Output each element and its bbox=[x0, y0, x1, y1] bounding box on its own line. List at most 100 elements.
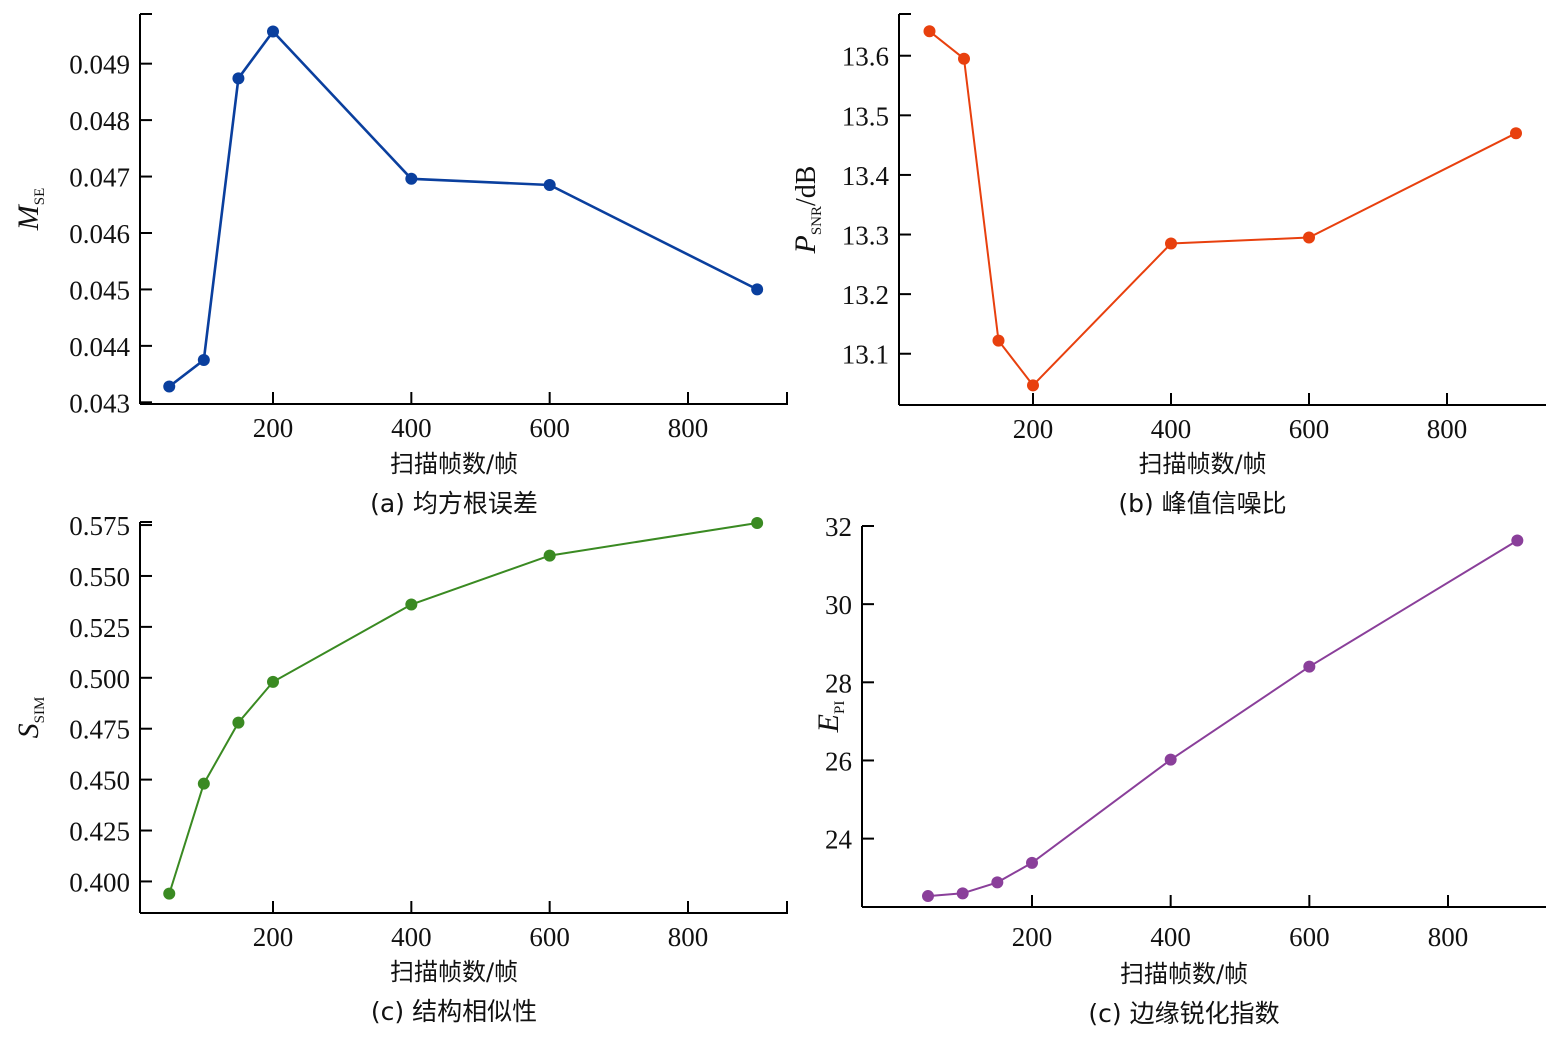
y-tick-label: 0.049 bbox=[69, 50, 130, 80]
data-point bbox=[1303, 660, 1316, 673]
y-axis-title-main: P bbox=[789, 235, 822, 254]
y-tick-label: 13.1 bbox=[842, 340, 889, 370]
y-tick-label: 0.400 bbox=[69, 867, 130, 897]
data-point bbox=[1164, 753, 1177, 766]
chart-caption: (c) 结构相似性 bbox=[371, 997, 537, 1026]
series-line bbox=[928, 30, 1517, 387]
y-axis-title-main: E bbox=[812, 714, 845, 733]
x-tick-label: 200 bbox=[253, 922, 294, 952]
y-tick-label: 32 bbox=[825, 512, 852, 542]
data-point bbox=[543, 549, 556, 562]
x-tick-label: 200 bbox=[1013, 414, 1054, 444]
y-axis-title: PSNR/dB bbox=[789, 166, 825, 255]
data-point bbox=[267, 675, 279, 688]
x-tick-label: 400 bbox=[391, 413, 432, 443]
x-axis-title: 扫描帧数/帧 bbox=[390, 958, 518, 986]
data-point bbox=[1303, 231, 1315, 244]
y-axis-title-subscript: SNR bbox=[809, 206, 825, 235]
x-tick-label: 800 bbox=[1427, 414, 1468, 444]
chart-panel-a: 0.043 0.044 0.045 0.046 0.047 0.048 0.049 200 40… bbox=[12, 13, 788, 518]
y-tick-label: 0.525 bbox=[69, 613, 130, 643]
y-tick-label: 0.425 bbox=[69, 817, 130, 847]
x-axis-title: 扫描帧数/帧 bbox=[390, 450, 518, 478]
x-tick-label: 400 bbox=[391, 922, 432, 952]
y-axis-title-main: M bbox=[12, 203, 45, 231]
data-point bbox=[1027, 379, 1039, 392]
y-axis-title-main: S bbox=[12, 723, 45, 738]
data-point bbox=[956, 887, 969, 900]
y-tick-label: 30 bbox=[825, 590, 852, 620]
y-tick-label: 0.550 bbox=[69, 562, 130, 592]
data-point bbox=[1165, 237, 1177, 250]
y-tick-label: 0.475 bbox=[69, 715, 130, 745]
chart-caption: (a) 均方根误差 bbox=[370, 489, 538, 518]
data-point bbox=[163, 887, 176, 900]
y-axis-title-subscript: SIM bbox=[32, 697, 48, 724]
data-point bbox=[543, 179, 556, 192]
x-tick-label: 400 bbox=[1151, 414, 1192, 444]
data-point bbox=[267, 25, 279, 38]
x-tick-label: 800 bbox=[668, 922, 709, 952]
data-point bbox=[751, 517, 764, 530]
data-point bbox=[923, 25, 936, 38]
chart-panel-c: 0.400 0.425 0.450 0.475 0.500 0.525 0.550 0.575… bbox=[12, 511, 788, 1026]
series-line bbox=[168, 522, 758, 894]
data-point bbox=[163, 380, 176, 393]
x-tick-label: 600 bbox=[1289, 922, 1330, 952]
x-tick-label: 200 bbox=[1012, 922, 1053, 952]
x-tick-label: 600 bbox=[529, 413, 570, 443]
chart-caption: (b) 峰值信噪比 bbox=[1118, 489, 1286, 518]
y-tick-label: 28 bbox=[825, 668, 852, 698]
x-tick-label: 800 bbox=[1428, 922, 1469, 952]
y-tick-label: 13.5 bbox=[842, 101, 889, 131]
x-axis-title: 扫描帧数/帧 bbox=[1138, 450, 1266, 478]
y-tick-label: 0.044 bbox=[69, 332, 130, 362]
y-tick-label: 13.4 bbox=[842, 161, 890, 191]
data-point bbox=[992, 334, 1005, 347]
y-tick-label: 0.047 bbox=[69, 163, 130, 193]
y-axis-title-unit: /dB bbox=[791, 166, 822, 206]
x-tick-label: 200 bbox=[253, 413, 294, 443]
y-tick-label: 0.048 bbox=[69, 106, 130, 136]
chart-panel-d: 24 26 28 30 32 200 400 600 800 扫描帧数/帧 EPI (c) 边缘锐化指… bbox=[812, 512, 1546, 1028]
y-tick-label: 0.500 bbox=[69, 664, 130, 694]
y-tick-label: 13.2 bbox=[842, 280, 889, 310]
data-point bbox=[197, 353, 210, 366]
y-tick-label: 0.450 bbox=[69, 766, 130, 796]
y-tick-label: 0.045 bbox=[69, 275, 130, 305]
data-point bbox=[405, 598, 418, 611]
y-tick-label: 13.3 bbox=[842, 221, 889, 251]
y-axis-title: SSIM bbox=[12, 697, 48, 739]
data-point bbox=[958, 52, 970, 65]
data-point bbox=[232, 72, 245, 85]
x-tick-label: 600 bbox=[1289, 414, 1330, 444]
y-tick-label: 13.6 bbox=[842, 42, 889, 72]
data-point bbox=[922, 890, 934, 903]
data-point bbox=[232, 716, 245, 729]
x-tick-label: 600 bbox=[529, 922, 570, 952]
x-tick-label: 400 bbox=[1150, 922, 1191, 952]
data-point bbox=[1510, 127, 1522, 140]
chart-caption: (c) 边缘锐化指数 bbox=[1088, 999, 1279, 1028]
data-point bbox=[1511, 534, 1524, 547]
chart-panel-b: 13.1 13.2 13.3 13.4 13.5 13.6 200 400 600 800 扫描帧数… bbox=[789, 13, 1546, 518]
y-axis-title-subscript: PI bbox=[832, 701, 848, 714]
x-axis-title: 扫描帧数/帧 bbox=[1120, 960, 1248, 988]
series-line bbox=[927, 539, 1518, 898]
y-axis-title: EPI bbox=[812, 701, 848, 734]
data-point bbox=[1026, 856, 1038, 869]
y-axis-title-subscript: SE bbox=[32, 188, 48, 206]
y-tick-label: 0.575 bbox=[69, 511, 130, 541]
data-point bbox=[197, 777, 210, 790]
y-tick-label: 0.043 bbox=[69, 388, 130, 418]
y-tick-label: 0.046 bbox=[69, 219, 130, 249]
y-axis-title: MSE bbox=[12, 188, 48, 232]
y-tick-label: 24 bbox=[825, 825, 853, 855]
data-point bbox=[751, 283, 764, 296]
x-tick-label: 800 bbox=[668, 413, 709, 443]
data-point bbox=[405, 172, 418, 185]
data-point bbox=[991, 876, 1004, 889]
y-tick-label: 26 bbox=[825, 746, 852, 776]
series-line bbox=[168, 29, 758, 388]
